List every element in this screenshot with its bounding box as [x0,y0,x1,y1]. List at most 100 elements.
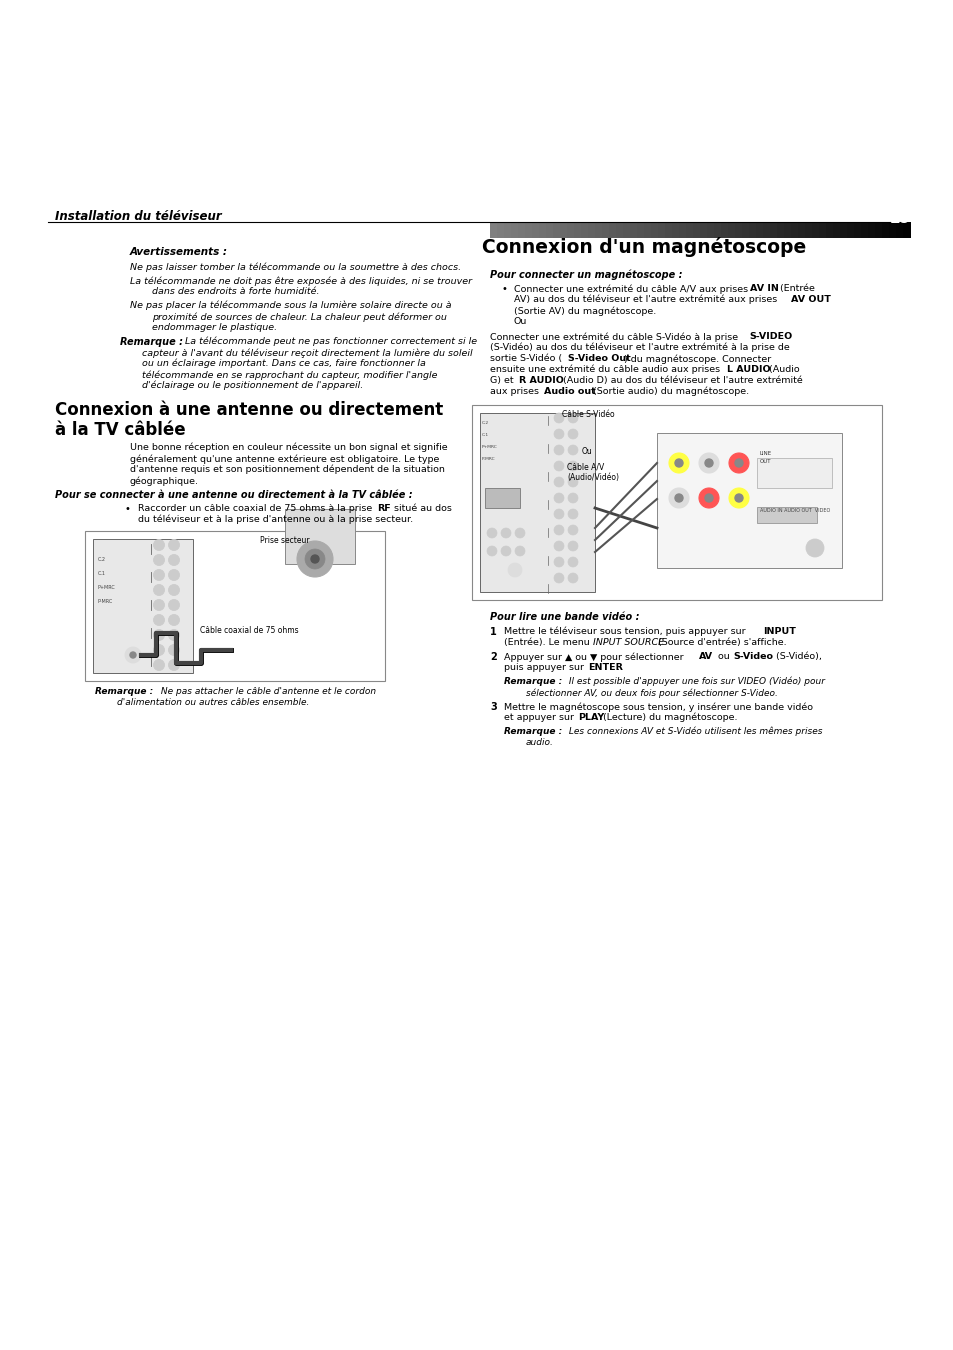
Circle shape [699,454,719,472]
Text: INPUT SOURCE: INPUT SOURCE [593,639,663,647]
Text: généralement qu'une antenne extérieure est obligatoire. Le type: généralement qu'une antenne extérieure e… [130,454,439,463]
Bar [867,221,875,238]
Bar [595,221,602,238]
Circle shape [704,494,712,502]
Text: OUT: OUT [760,459,771,464]
Circle shape [500,545,511,556]
Circle shape [169,629,179,640]
Circle shape [728,487,748,508]
Bar [479,413,595,593]
Bar [832,221,841,238]
Circle shape [169,585,179,595]
Bar [629,221,638,238]
Text: capteur à l'avant du téléviseur reçoit directement la lumière du soleil: capteur à l'avant du téléviseur reçoit d… [142,348,472,358]
Text: S-VIDEO: S-VIDEO [748,332,791,342]
Circle shape [554,477,563,487]
Circle shape [567,572,578,583]
Text: ou un éclairage important. Dans ce cas, faire fonctionner la: ou un éclairage important. Dans ce cas, … [142,359,425,369]
Text: Câble coaxial de 75 ohms: Câble coaxial de 75 ohms [200,626,298,634]
Text: C.1: C.1 [481,433,489,437]
Text: d'antenne requis et son positionnement dépendent de la situation: d'antenne requis et son positionnement d… [130,464,444,474]
Text: La télécommande peut ne pas fonctionner correctement si le: La télécommande peut ne pas fonctionner … [182,338,476,347]
Circle shape [515,545,524,556]
Text: Remarque :: Remarque : [95,687,153,697]
Bar [790,221,799,238]
Bar [524,221,533,238]
Text: géographique.: géographique. [130,477,199,486]
Text: L AUDIO: L AUDIO [726,364,770,374]
Circle shape [554,525,563,535]
Circle shape [567,525,578,535]
Bar [285,509,355,564]
Text: dans des endroits à forte humidité.: dans des endroits à forte humidité. [152,288,319,296]
Bar [566,221,575,238]
Text: Prise secteur: Prise secteur [260,536,310,545]
Bar [776,221,784,238]
Text: (Lecture) du magnétoscope.: (Lecture) du magnétoscope. [599,713,737,722]
Text: (Entrée: (Entrée [776,284,814,293]
Bar [608,221,617,238]
Bar [874,221,882,238]
Text: d'éclairage ou le positionnement de l'appareil.: d'éclairage ou le positionnement de l'ap… [142,381,363,390]
Circle shape [554,493,563,504]
Bar [503,221,512,238]
Bar [643,221,651,238]
Circle shape [507,563,521,576]
Text: AV: AV [699,652,713,662]
Bar [757,508,816,522]
Circle shape [153,555,164,566]
Text: •: • [125,504,131,514]
Circle shape [567,413,578,423]
Text: Ne pas laisser tomber la télécommande ou la soumettre à des chocs.: Ne pas laisser tomber la télécommande ou… [130,263,460,273]
Circle shape [554,460,563,471]
Text: Il est possible d'appuyer une fois sur VIDEO (Vidéo) pour: Il est possible d'appuyer une fois sur V… [565,676,824,687]
Circle shape [554,446,563,455]
Circle shape [704,459,712,467]
Bar [559,221,567,238]
Text: C.1: C.1 [98,571,106,576]
Bar [532,221,539,238]
Text: P+MRC: P+MRC [98,585,115,590]
Circle shape [153,660,164,671]
Bar [882,221,889,238]
Bar [748,221,757,238]
Text: sélectionner AV, ou deux fois pour sélectionner S-Video.: sélectionner AV, ou deux fois pour sélec… [525,688,777,698]
Text: 2: 2 [490,652,497,662]
Circle shape [169,660,179,671]
Circle shape [567,477,578,487]
Bar [671,221,679,238]
Text: (S-Vidéo) au dos du téléviseur et l'autre extrémité à la prise de: (S-Vidéo) au dos du téléviseur et l'autr… [490,343,789,352]
Circle shape [486,545,497,556]
Circle shape [567,429,578,439]
Text: RF: RF [376,504,391,513]
Text: C.2: C.2 [481,421,489,425]
Bar [574,221,581,238]
Bar [755,221,763,238]
Text: ensuite une extrémité du câble audio aux prises: ensuite une extrémité du câble audio aux… [490,364,722,374]
Circle shape [296,541,333,576]
Text: 29: 29 [888,211,910,225]
Circle shape [567,460,578,471]
Bar [658,221,665,238]
Circle shape [675,494,682,502]
Text: (Audio D) au dos du téléviseur et l'autre extrémité: (Audio D) au dos du téléviseur et l'autr… [559,377,801,385]
Bar [818,221,826,238]
Text: S-Video Out: S-Video Out [567,354,630,363]
Bar [637,221,644,238]
Bar [727,221,735,238]
Bar [85,531,385,680]
Bar [587,221,596,238]
Text: AV IN: AV IN [749,284,778,293]
Text: PLAY: PLAY [578,713,603,722]
Text: ) du magnétoscope. Connecter: ) du magnétoscope. Connecter [623,354,770,363]
Text: Pour lire une bande vidéo :: Pour lire une bande vidéo : [490,612,639,622]
Circle shape [554,429,563,439]
Text: P+MRC: P+MRC [481,446,497,450]
Circle shape [169,540,179,551]
Text: puis appuyer sur: puis appuyer sur [503,663,586,672]
Text: Remarque :: Remarque : [503,728,561,736]
Text: Installation du téléviseur: Installation du téléviseur [55,211,221,223]
Text: et appuyer sur: et appuyer sur [503,713,577,722]
Bar [861,221,868,238]
Circle shape [153,614,164,625]
